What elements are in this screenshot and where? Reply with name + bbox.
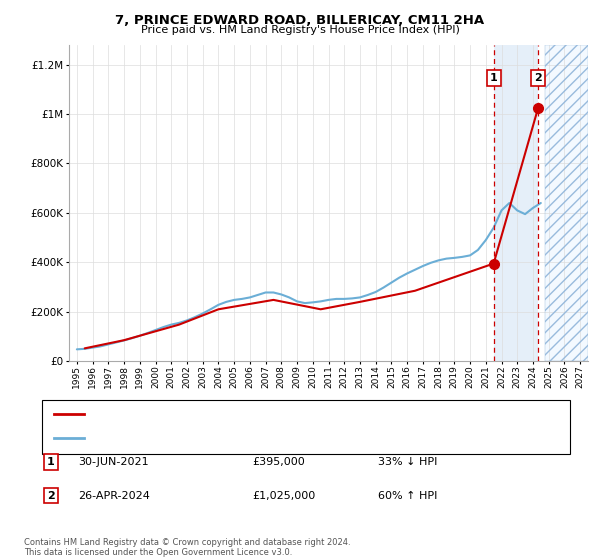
Bar xyxy=(545,45,588,361)
Text: HPI: Average price, detached house, Basildon: HPI: Average price, detached house, Basi… xyxy=(90,433,328,443)
Text: Price paid vs. HM Land Registry's House Price Index (HPI): Price paid vs. HM Land Registry's House … xyxy=(140,25,460,35)
Bar xyxy=(545,45,588,361)
Text: 7, PRINCE EDWARD ROAD, BILLERICAY, CM11 2HA: 7, PRINCE EDWARD ROAD, BILLERICAY, CM11 … xyxy=(115,14,485,27)
Text: 2: 2 xyxy=(534,73,542,83)
Text: 1: 1 xyxy=(47,457,55,467)
Text: Contains HM Land Registry data © Crown copyright and database right 2024.
This d: Contains HM Land Registry data © Crown c… xyxy=(24,538,350,557)
Text: £395,000: £395,000 xyxy=(252,457,305,467)
Text: 60% ↑ HPI: 60% ↑ HPI xyxy=(378,491,437,501)
Text: 30-JUN-2021: 30-JUN-2021 xyxy=(78,457,149,467)
Text: 33% ↓ HPI: 33% ↓ HPI xyxy=(378,457,437,467)
Bar xyxy=(494,45,538,361)
Text: 2: 2 xyxy=(47,491,55,501)
Text: 1: 1 xyxy=(490,73,497,83)
Text: £1,025,000: £1,025,000 xyxy=(252,491,315,501)
Text: 26-APR-2024: 26-APR-2024 xyxy=(78,491,150,501)
Text: 7, PRINCE EDWARD ROAD, BILLERICAY, CM11 2HA (detached house): 7, PRINCE EDWARD ROAD, BILLERICAY, CM11 … xyxy=(90,409,445,419)
